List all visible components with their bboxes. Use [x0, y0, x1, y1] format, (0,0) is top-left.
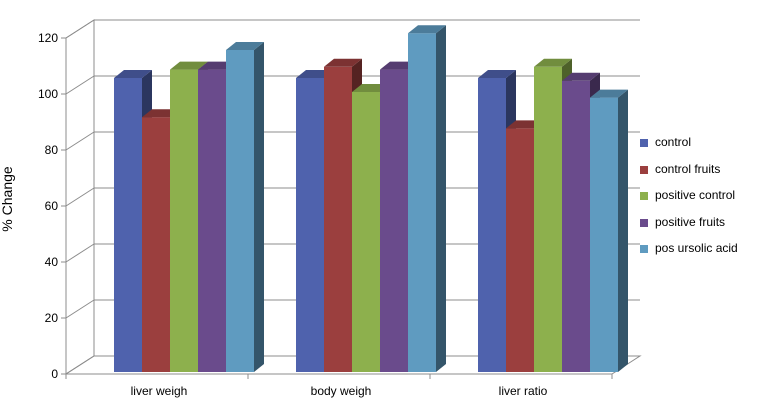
bar-side: [254, 42, 264, 372]
legend-swatch: [640, 218, 648, 227]
legend-item: control fruits: [640, 160, 761, 187]
bar: [226, 42, 264, 372]
legend-item: positive fruits: [640, 213, 761, 240]
gridline-side: [65, 75, 95, 95]
legend-label: control: [655, 135, 692, 149]
bar-side: [618, 89, 628, 372]
legend-swatch: [640, 192, 648, 200]
bar-top: [324, 58, 362, 67]
legend-label: pos ursolic acid: [655, 241, 738, 255]
bar-front: [506, 128, 534, 372]
bar-front: [170, 69, 198, 372]
legend-label: positive control: [655, 188, 736, 202]
axes: [65, 38, 613, 379]
y-axis-label: % Change: [0, 166, 15, 232]
bar-top: [534, 58, 572, 67]
y-tick-label: 60: [45, 199, 59, 213]
gridline-side: [65, 243, 95, 263]
y-tick-label: 120: [38, 31, 58, 45]
bar-top: [170, 61, 208, 70]
legend-swatch: [640, 139, 648, 147]
bar-top: [114, 70, 152, 78]
bar-side: [436, 25, 446, 372]
y-tick-label: 40: [45, 255, 59, 269]
legend-label: positive fruits: [655, 214, 726, 229]
bar-front: [352, 92, 380, 372]
gridline-side: [65, 355, 95, 375]
bar-front: [324, 66, 352, 373]
bar-front: [534, 66, 562, 373]
bar: [590, 89, 628, 372]
bars: [114, 25, 628, 373]
bar-top: [408, 25, 446, 34]
bar-front: [296, 78, 324, 372]
x-category-label: body weigh: [311, 384, 372, 398]
bar-top: [226, 42, 264, 50]
gridline-side: [65, 19, 95, 39]
legend-swatch: [640, 165, 648, 174]
bar-front: [380, 69, 408, 372]
bar-top: [590, 89, 628, 98]
legend-item: positive control: [640, 186, 761, 213]
legend-label: control fruits: [655, 161, 721, 176]
gridline-side: [65, 299, 95, 319]
legend: control control fruits positive control pos…: [640, 133, 761, 266]
legend-item: control: [640, 133, 761, 160]
bar-front: [478, 78, 506, 372]
legend-swatch: [640, 245, 648, 253]
y-tick-label: 20: [45, 311, 59, 325]
x-category-labels: liver weigh body weigh liver ratio: [131, 384, 548, 398]
bar-front: [408, 33, 436, 372]
bar-front: [142, 117, 170, 372]
bar: [408, 25, 446, 372]
bar-front: [114, 78, 142, 372]
x-category-label: liver ratio: [499, 384, 548, 398]
gridline-side: [65, 131, 95, 151]
y-tick-label: 100: [38, 87, 58, 101]
gridline-side: [65, 187, 95, 207]
bar-top: [562, 72, 600, 81]
x-category-label: liver weigh: [131, 384, 188, 398]
bar-front: [198, 69, 226, 372]
legend-item: pos ursolic acid: [640, 239, 761, 266]
bar-front: [226, 50, 254, 372]
bar-top: [478, 70, 516, 78]
y-tick-label: 0: [51, 367, 58, 381]
y-tick-label: 80: [45, 143, 59, 157]
bar-front: [562, 80, 590, 373]
y-tick-labels: 0 20 40 60 80 100 120: [38, 31, 58, 381]
bar-front: [590, 97, 618, 372]
